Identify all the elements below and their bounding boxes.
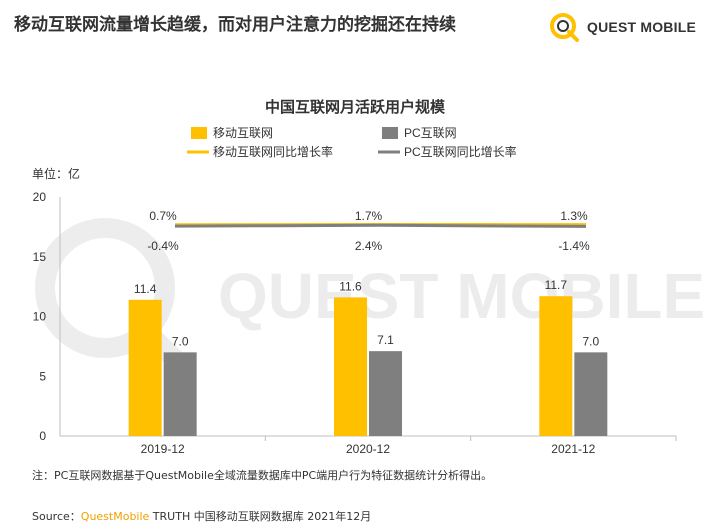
growth-lines: 0.7% 1.7% 1.3% -0.4% 2.4% -1.4% bbox=[147, 209, 590, 253]
y-tick-label: 0 bbox=[39, 429, 46, 443]
bar-mobile bbox=[334, 297, 367, 436]
unit-label: 单位：亿 bbox=[32, 166, 80, 181]
x-ticks: 2019-12 2020-12 2021-12 bbox=[141, 436, 677, 456]
legend-item-pc: PC互联网 bbox=[382, 126, 457, 140]
bar-label-pc: 7.0 bbox=[172, 334, 189, 348]
bar-label-pc: 7.0 bbox=[582, 334, 599, 348]
bar-pc bbox=[369, 351, 402, 436]
growth-label-pc: -0.4% bbox=[147, 239, 179, 253]
bar-label-mobile: 11.4 bbox=[134, 282, 157, 296]
line-pc-growth bbox=[174, 223, 587, 228]
bar-label-mobile: 11.6 bbox=[339, 279, 362, 293]
growth-label-mobile: 1.7% bbox=[355, 209, 383, 223]
growth-label-pc: 2.4% bbox=[355, 239, 383, 253]
y-tick-label: 15 bbox=[33, 250, 47, 264]
legend-item-mobile-growth: 移动互联网同比增长率 bbox=[187, 144, 333, 159]
bar-mobile bbox=[128, 299, 162, 436]
legend-label-pc: PC互联网 bbox=[404, 126, 457, 140]
x-tick-label: 2021-12 bbox=[551, 442, 595, 456]
brand-logo: QUEST MOBILE bbox=[549, 10, 696, 44]
bar-mobile bbox=[539, 296, 573, 436]
y-tick-label: 5 bbox=[39, 369, 46, 383]
growth-label-pc: -1.4% bbox=[558, 239, 590, 253]
y-ticks: 0 5 10 15 20 bbox=[33, 190, 47, 443]
bars: 11.4 11.6 11.7 7.0 7.1 7.0 bbox=[128, 278, 608, 436]
legend: 移动互联网 PC互联网 移动互联网同比增长率 PC互联网同比增长率 bbox=[187, 126, 517, 159]
source-prefix: Source： bbox=[32, 510, 81, 523]
brand-name: QUEST MOBILE bbox=[587, 19, 696, 35]
page-title: 移动互联网流量增长趋缓，而对用户注意力的挖掘还在持续 bbox=[14, 15, 456, 35]
source-line: Source：QuestMobile TRUTH 中国移动互联网数据库 2021… bbox=[32, 508, 371, 524]
source-rest: TRUTH 中国移动互联网数据库 2021年12月 bbox=[149, 510, 372, 523]
footnote: 注：PC互联网数据基于QuestMobile全域流量数据库中PC端用户行为特征数… bbox=[32, 469, 493, 482]
bar-label-pc: 7.1 bbox=[377, 333, 394, 347]
mau-chart: QUEST MOBILE 中国互联网月活跃用户规模 移动互联网 PC互联网 移动… bbox=[32, 98, 705, 456]
growth-label-mobile: 1.3% bbox=[560, 209, 588, 223]
bar-pc bbox=[163, 352, 197, 436]
growth-label-mobile: 0.7% bbox=[149, 209, 177, 223]
watermark: QUEST MOBILE bbox=[35, 218, 705, 372]
legend-label-mobile-growth: 移动互联网同比增长率 bbox=[213, 144, 333, 159]
legend-item-pc-growth: PC互联网同比增长率 bbox=[378, 144, 517, 159]
x-tick-label: 2019-12 bbox=[141, 442, 185, 456]
watermark-text: QUEST MOBILE bbox=[218, 260, 705, 332]
legend-label-mobile: 移动互联网 bbox=[213, 126, 273, 140]
y-tick-label: 20 bbox=[33, 190, 47, 204]
y-tick-label: 10 bbox=[33, 310, 47, 324]
x-tick-label: 2020-12 bbox=[346, 442, 390, 456]
chart-title: 中国互联网月活跃用户规模 bbox=[265, 98, 446, 116]
legend-item-mobile: 移动互联网 bbox=[191, 126, 273, 140]
bar-pc bbox=[574, 352, 608, 436]
source-brand: QuestMobile bbox=[80, 510, 150, 523]
legend-label-pc-growth: PC互联网同比增长率 bbox=[404, 144, 517, 159]
questmobile-logo-icon bbox=[550, 13, 580, 42]
bar-label-mobile: 11.7 bbox=[545, 278, 568, 292]
